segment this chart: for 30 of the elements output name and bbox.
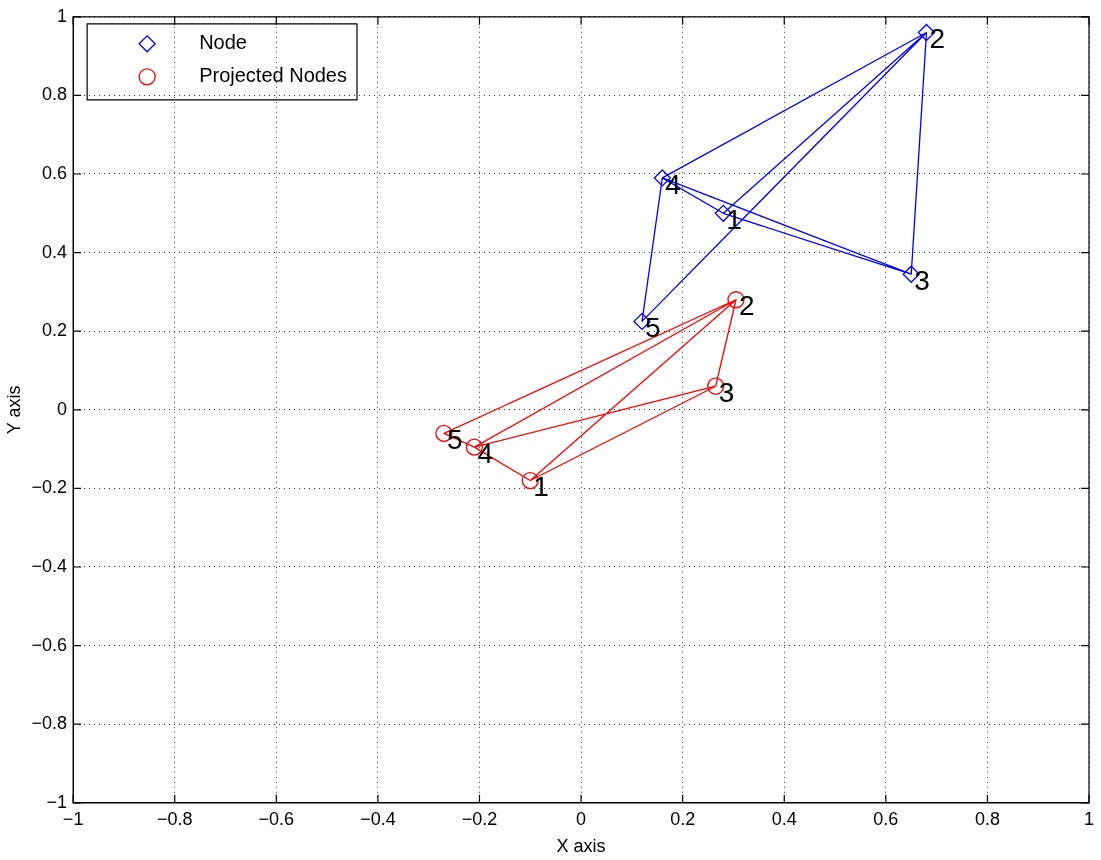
y-axis-title: Y axis	[3, 385, 24, 435]
annotation: 3	[914, 264, 930, 296]
y-tick-label: −0.6	[31, 634, 68, 655]
x-tick-label: 0.4	[771, 808, 797, 829]
x-tick-label: −0.6	[258, 808, 295, 829]
x-tick-label: 0.2	[670, 808, 696, 829]
x-tick-label: 0.6	[873, 808, 899, 829]
x-tick-label: −0.2	[461, 808, 498, 829]
annotation: 2	[738, 290, 755, 322]
y-tick-label: 0.2	[42, 320, 68, 341]
annotation: 1	[533, 471, 549, 503]
y-tick-label: −0.2	[31, 477, 68, 498]
x-axis-title: X axis	[556, 836, 606, 857]
annotation: 3	[718, 376, 735, 408]
annotation: 2	[929, 23, 946, 55]
y-tick-label: −0.4	[31, 555, 68, 576]
x-tick-label: 0	[576, 808, 587, 829]
x-tick-label: −0.8	[156, 808, 193, 829]
y-tick-label: −0.8	[31, 713, 68, 734]
y-tick-label: 0	[57, 398, 68, 419]
y-tick-label: 0.6	[42, 162, 68, 183]
y-tick-label: 1	[57, 5, 68, 26]
y-tick-label: 0.4	[42, 241, 68, 262]
x-tick-label: −0.4	[360, 808, 396, 829]
legend-label: Node	[199, 31, 247, 54]
y-tick-label: −1	[46, 791, 68, 812]
x-tick-label: 1	[1083, 808, 1095, 829]
x-tick-label: 0.8	[974, 808, 1000, 829]
y-tick-label: 0.8	[42, 84, 68, 105]
legend-label: Projected Nodes	[199, 64, 348, 87]
